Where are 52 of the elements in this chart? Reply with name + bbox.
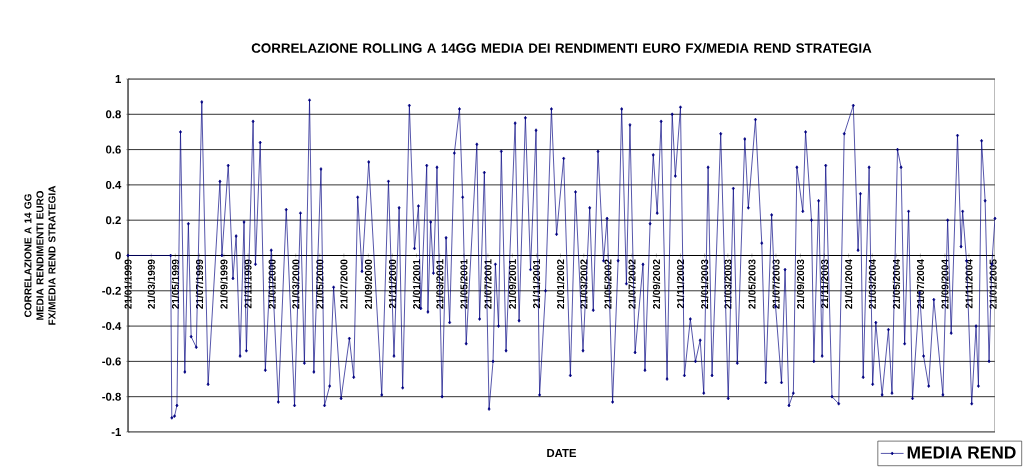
y-tick-label: -0.6 (102, 357, 121, 366)
x-tick-label: 21/11/2002 (676, 259, 685, 309)
legend-label: MEDIA REND (907, 446, 1016, 459)
x-tick-label: 21/07/2003 (772, 259, 780, 309)
x-tick-label: 21/11/1999 (244, 259, 252, 309)
x-tick-label: 21/01/2003 (700, 259, 709, 309)
x-tick-label: 21/09/2001 (508, 259, 517, 309)
x-tick-label: 21/01/2001 (412, 259, 421, 309)
x-tick-label: 21/09/1999 (220, 259, 228, 309)
x-tick-label: 21/11/2000 (388, 259, 397, 309)
x-tick-label: 21/03/2001 (436, 259, 444, 309)
y-tick-label: 0.6 (105, 145, 121, 154)
x-tick-label: 21/03/2004 (868, 259, 876, 309)
y-tick-label: 0.4 (105, 180, 122, 189)
x-tick-label: 21/01/2000 (268, 259, 276, 309)
x-tick-label: 21/05/2003 (748, 259, 756, 309)
x-tick-label: 21/05/2000 (316, 259, 324, 309)
x-tick-label: 21/07/2001 (484, 259, 492, 309)
x-tick-label: 21/11/2004 (965, 259, 973, 309)
x-tick-label: 21/09/2000 (364, 259, 373, 309)
x-tick-label: 21/09/2002 (652, 259, 661, 309)
x-tick-label: 21/05/1999 (171, 259, 180, 309)
y-tick-label: -0.2 (102, 286, 121, 295)
x-tick-label: 21/09/2003 (796, 259, 805, 309)
y-tick-label: 0.2 (105, 216, 121, 225)
x-tick-label: 21/01/2002 (556, 259, 565, 309)
x-tick-label: 21/07/1999 (195, 259, 204, 309)
y-axis-title: CORRELAZIONE A 14 GG MEDIA RENDIMENTI EURO FX/MEDIA REND STRATEGIA (24, 185, 56, 325)
y-tick-label: -0.4 (102, 322, 122, 331)
x-tick-label: 21/01/2004 (844, 259, 853, 309)
x-tick-label: 21/05/2002 (604, 259, 612, 309)
y-tick-label: -1 (111, 428, 121, 436)
x-tick-label: 21/01/1999 (124, 259, 132, 309)
x-tick-label: 21/05/2004 (892, 259, 901, 309)
x-tick-label: 21/07/2000 (340, 259, 348, 309)
x-tick-label: 21/03/2003 (724, 259, 732, 309)
x-tick-label: 21/07/2002 (628, 259, 636, 309)
x-tick-label: 21/07/2004 (916, 259, 925, 309)
y-tick-label: 0 (115, 251, 121, 260)
x-axis-title: DATE (547, 449, 577, 457)
x-tick-label: 21/01/2005 (989, 259, 997, 309)
x-tick-label: 21/03/2000 (292, 259, 300, 309)
chart-title: CORRELAZIONE ROLLING A 14GG MEDIA DEI RENDIMENTI EURO FX/MEDIA REND STRATEGIA (251, 43, 872, 53)
x-tick-label: 21/11/2003 (820, 259, 829, 309)
y-tick-label: 1 (115, 75, 121, 83)
x-tick-label: 21/03/2002 (580, 259, 588, 309)
x-tick-label: 21/05/2001 (460, 259, 468, 309)
x-tick-label: 21/09/2004 (941, 259, 949, 309)
x-tick-label: 21/11/2001 (532, 259, 541, 309)
y-tick-label: 0.8 (105, 110, 121, 119)
y-tick-label: -0.8 (102, 392, 121, 401)
x-tick-label: 21/03/1999 (147, 259, 156, 309)
